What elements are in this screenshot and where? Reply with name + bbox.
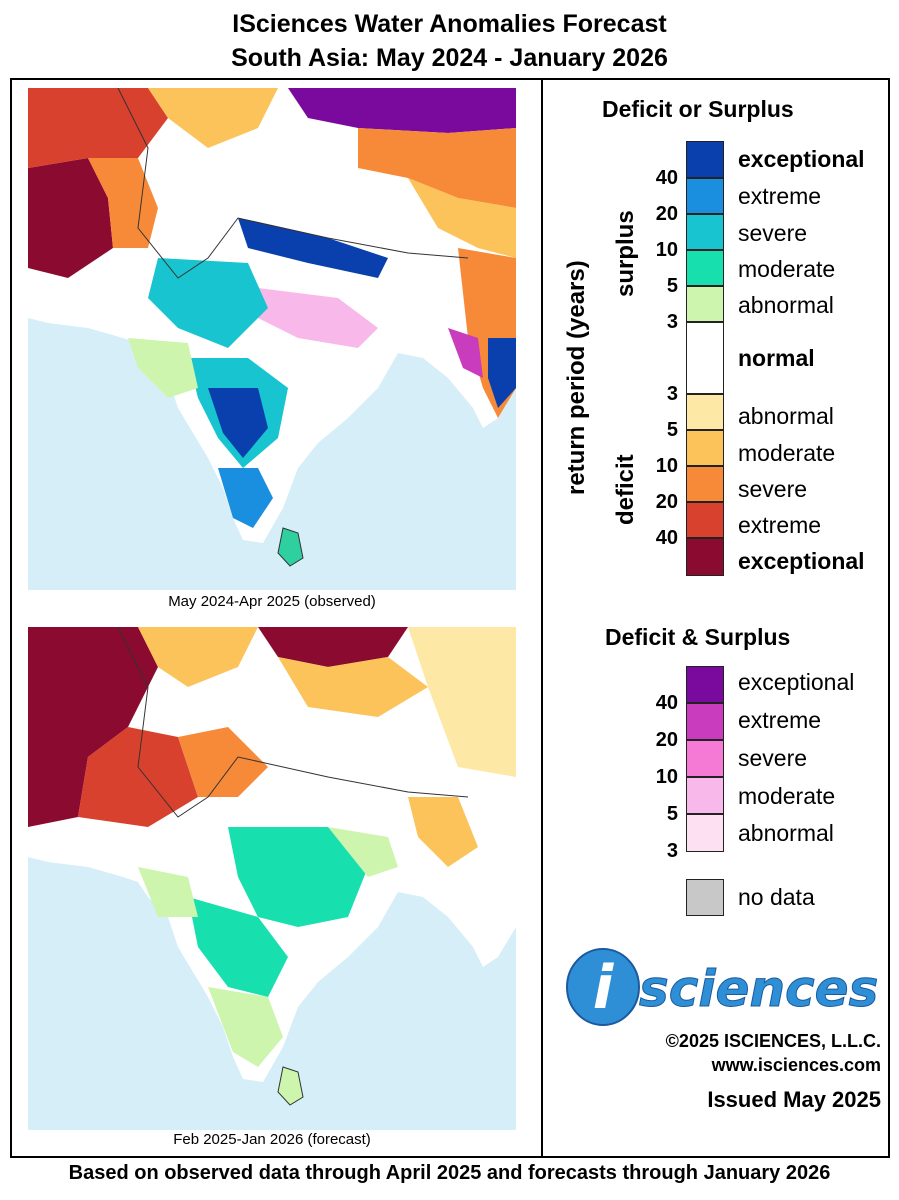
legend-swatch-both-abnormal: [686, 814, 724, 852]
panel-divider: [541, 78, 543, 1158]
legend-tick-deficit-10: 10: [655, 455, 678, 477]
forecast-map-caption: Feb 2025-Jan 2026 (forecast): [173, 1131, 371, 1148]
legend-label-surplus-moderate: moderate: [738, 256, 836, 282]
legend-label-both-extreme: extreme: [738, 707, 822, 733]
legend-label-both-severe: severe: [738, 745, 808, 771]
observed-map-caption: May 2024-Apr 2025 (observed): [168, 593, 376, 610]
legend-tick-deficit-3: 3: [666, 383, 678, 405]
legend-swatch-normal: [686, 322, 724, 394]
deficit-label: deficit: [612, 454, 639, 525]
both-legend-title: Deficit & Surplus: [605, 624, 791, 650]
legend-label-deficit-severe: severe: [738, 476, 808, 502]
legend-label-both-abnormal: abnormal: [738, 820, 834, 846]
forecast-anomaly-map: [28, 627, 516, 1130]
legend-swatch-both-exceptional: [686, 666, 724, 703]
legend-title: Deficit or Surplus: [602, 96, 794, 122]
legend-swatch-deficit-moderate: [686, 430, 724, 466]
legend-tick-deficit-40: 40: [655, 527, 678, 549]
surplus-label: surplus: [612, 210, 639, 297]
map-subtitle: South Asia: May 2024 - January 2026: [231, 44, 668, 72]
legend-swatch-surplus-severe: [686, 214, 724, 250]
legend-label-surplus-exceptional: exceptional: [738, 146, 865, 172]
legend-swatch-surplus-moderate: [686, 250, 724, 286]
legend-label-surplus-abnormal: abnormal: [738, 292, 834, 318]
legend-label-both-moderate: moderate: [738, 783, 836, 809]
map-title: ISciences Water Anomalies Forecast: [232, 10, 667, 38]
legend-tick-surplus-40: 40: [655, 167, 678, 189]
website-link[interactable]: www.isciences.com: [711, 1055, 881, 1075]
legend-label-deficit-abnormal: abnormal: [738, 403, 834, 429]
legend-tick-both-10: 10: [655, 766, 678, 788]
copyright: ©2025 ISCIENCES, L.L.C.: [665, 1031, 881, 1051]
legend-swatch-deficit-abnormal: [686, 394, 724, 430]
legend-tick-both-20: 20: [655, 729, 678, 751]
legend-swatch-deficit-extreme: [686, 502, 724, 538]
legend-label-surplus-extreme: extreme: [738, 183, 822, 209]
legend-label-deficit-extreme: extreme: [738, 512, 822, 538]
legend-swatch-deficit-exceptional: [686, 538, 724, 576]
logo-letter: i: [593, 953, 615, 1023]
figure-frame: [10, 78, 890, 1158]
footer-note: Based on observed data through April 202…: [68, 1162, 831, 1184]
legend-tick-surplus-20: 20: [655, 203, 678, 225]
legend-label-surplus-severe: severe: [738, 220, 808, 246]
legend-tick-both-5: 5: [666, 803, 678, 825]
legend-swatch-no-data: [686, 879, 724, 916]
legend-tick-surplus-3: 3: [666, 311, 678, 333]
legend-swatch-both-extreme: [686, 703, 724, 740]
legend-tick-both-40: 40: [655, 692, 678, 714]
legend-tick-both-3: 3: [666, 840, 678, 862]
logo-wordmark: sciences: [639, 960, 878, 1018]
legend-label-no-data: no data: [738, 884, 815, 910]
legend-swatch-surplus-abnormal: [686, 286, 724, 322]
legend-swatch-surplus-exceptional: [686, 141, 724, 178]
observed-anomaly-map: [28, 88, 516, 590]
legend-swatch-surplus-extreme: [686, 178, 724, 214]
legend-tick-deficit-20: 20: [655, 491, 678, 513]
issued-date: Issued May 2025: [707, 1087, 881, 1112]
legend-tick-surplus-5: 5: [666, 275, 678, 297]
legend-label-normal: normal: [738, 345, 815, 371]
legend-swatch-both-moderate: [686, 777, 724, 814]
legend-label-deficit-moderate: moderate: [738, 440, 836, 466]
legend-tick-surplus-10: 10: [655, 239, 678, 261]
legend-label-both-exceptional: exceptional: [738, 669, 855, 695]
legend-swatch-deficit-severe: [686, 466, 724, 502]
legend-axis-label: return period (years): [563, 260, 590, 495]
legend-label-deficit-exceptional: exceptional: [738, 548, 865, 574]
isciences-logo: i sciences: [565, 946, 885, 1028]
legend-tick-deficit-5: 5: [666, 419, 678, 441]
legend-swatch-both-severe: [686, 740, 724, 777]
